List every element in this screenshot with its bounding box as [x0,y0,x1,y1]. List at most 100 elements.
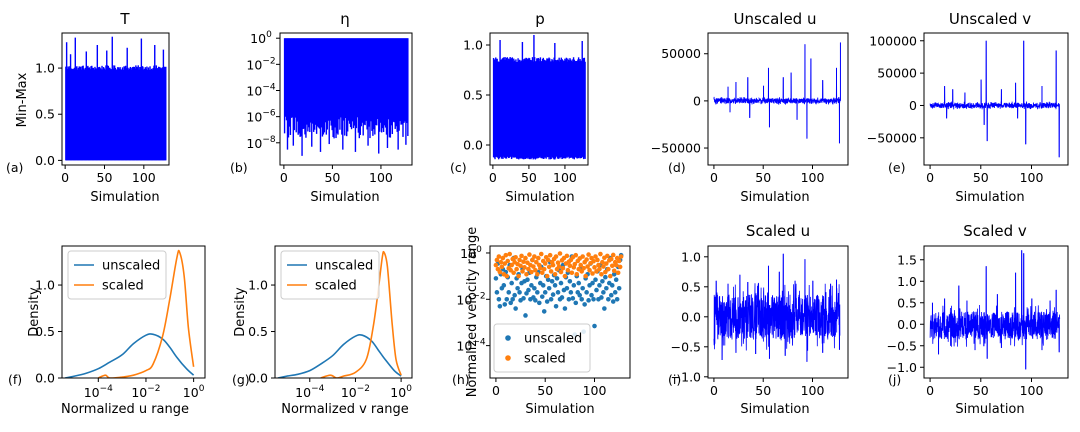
data-bar [161,67,163,161]
x-axis-label: Simulation [525,402,594,417]
data-bar [338,38,340,120]
x-axis-label: Simulation [955,402,1024,417]
y-tick-label: 10−2 [456,291,485,307]
data-bar [65,66,67,161]
scatter-point-scaled [511,270,516,276]
data-bar [517,58,519,159]
data-bar [90,66,92,161]
data-bar [332,38,334,137]
data-trace [929,40,1060,158]
data-bar [505,58,508,159]
data-bar [312,38,314,124]
scatter-point-scaled [529,269,534,275]
y-axis-label: Density [233,287,248,337]
data-bar [155,65,158,161]
scatter-point-unscaled [550,292,556,297]
data-bar [81,66,84,161]
scatter-point-scaled [552,272,558,277]
scatter-point-scaled [533,267,538,273]
scatter-point-unscaled [523,313,528,318]
legend-box [493,323,591,373]
data-bar [495,57,497,157]
data-bar [111,36,113,161]
data-bar [573,59,575,160]
scatter-point-scaled [603,269,608,275]
data-bar [95,68,97,161]
data-bar [310,38,312,123]
data-bar [87,65,89,161]
x-tick-label: 0 [926,383,934,398]
data-bar [559,59,562,158]
data-bar [512,61,514,158]
data-bar [493,59,496,158]
data-bar [369,38,371,139]
scatter-point-unscaled [602,306,607,311]
data-bar [533,57,536,159]
data-bar [84,69,86,161]
scatter-point-scaled [538,251,544,257]
data-bar [391,38,394,135]
data-bar [108,67,110,161]
scatter-point-scaled [581,265,586,271]
scatter-point-unscaled [590,280,595,286]
data-bar [354,38,357,152]
data-bar [284,38,287,117]
data-bar [510,58,513,160]
data-bar [130,67,132,161]
data-bar [321,38,324,137]
y-tick-label: −50000 [651,141,701,156]
data-bar [565,57,568,157]
data-bar [526,59,529,158]
panel-i: 0 50 100 −1.0 −0.5 0.0 0.5 1.0 Scaled u Simulatio… [668,222,849,417]
data-bar [545,60,547,159]
data-bar [569,58,571,157]
data-bar [285,38,288,121]
scatter-point-unscaled [526,287,531,293]
scatter-point-unscaled [517,290,522,295]
data-bar [88,67,91,161]
legend-marker [505,355,511,361]
scatter-point-scaled [598,251,603,257]
scatter-point-unscaled [567,278,573,284]
data-bar [80,66,82,161]
data-bar [131,69,133,161]
x-tick-label: 50 [973,170,989,185]
data-bar [143,68,146,161]
panel-title: p [535,10,545,28]
scatter-point-scaled [618,254,624,259]
scatter-point-unscaled [533,298,538,303]
data-bar [346,38,349,132]
y-tick-label: −1.0 [887,360,917,375]
data-bar [549,58,551,158]
data-bar [139,67,141,161]
data-bar [518,60,520,160]
legend-box [280,250,380,300]
data-bar [580,61,583,159]
data-bar [397,38,399,150]
x-tick-label: 50 [755,383,771,398]
data-bar [91,65,93,161]
scatter-point-scaled [498,259,504,265]
scatter-point-scaled [597,266,602,272]
x-tick-label: 0 [710,170,718,185]
data-bar [400,38,402,125]
data-bar [318,38,321,129]
data-bar [113,65,116,161]
data-bar [367,38,369,146]
data-bar [75,66,77,161]
scatter-point-scaled [580,254,585,259]
data-bar [313,38,315,132]
scatter-point-unscaled [603,274,608,280]
data-bar [123,66,125,161]
scatter-point-unscaled [508,300,514,306]
data-bar [555,60,557,157]
scatter-point-unscaled [601,290,606,295]
plot-area [65,36,167,161]
x-tick-label: 50 [324,170,340,185]
plot-frame [61,32,170,166]
data-bar [336,38,338,134]
data-bar [149,66,151,161]
data-bar [579,59,581,159]
scatter-point-scaled [599,272,604,277]
scatter-point-scaled [527,252,532,257]
